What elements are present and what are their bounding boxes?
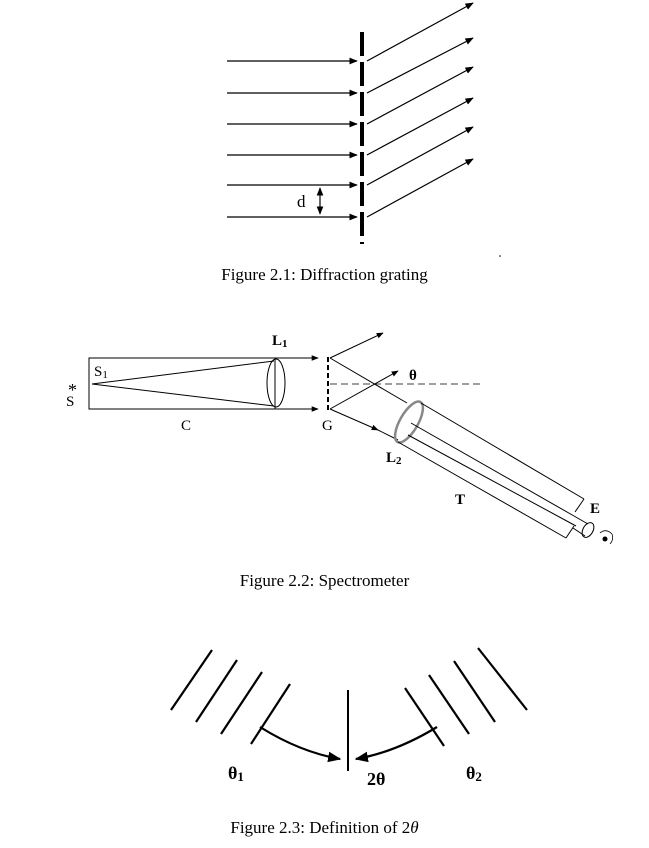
- lens-l2-label: L2: [386, 450, 402, 467]
- lens-l2: [393, 400, 425, 444]
- eyepiece-label: E: [590, 501, 600, 517]
- figure-3-caption-symbol: θ: [410, 818, 419, 837]
- two-theta-figure: θ1 2θ θ2: [170, 647, 528, 789]
- figure-3-caption-text: Figure 2.3: Definition of 2: [230, 818, 411, 837]
- incident-rays: [227, 57, 358, 221]
- left-plane-lines: [170, 649, 291, 745]
- telescope-tube: [397, 402, 585, 539]
- right-plane-lines: [404, 647, 528, 747]
- angle-label: θ: [409, 368, 417, 384]
- diffracted-rays: [366, 2, 474, 218]
- eyepiece: [572, 515, 595, 538]
- slit-label: S1: [94, 364, 108, 381]
- angle-arc-right: [354, 726, 438, 763]
- source-star-label: *: [68, 380, 77, 400]
- figure-3-caption: Figure 2.3: Definition of 2θ: [0, 818, 649, 838]
- source-label: S: [66, 394, 74, 410]
- theta1-label: θ1: [228, 763, 244, 784]
- grating-label: G: [322, 418, 333, 434]
- spectrometer-rays: [329, 332, 408, 441]
- collimator-label: C: [181, 418, 191, 434]
- telescope-label: T: [455, 492, 465, 508]
- diffraction-grating-figure: d: [227, 2, 501, 257]
- lens-l1-label: L1: [272, 333, 288, 350]
- eye-icon: [599, 530, 614, 545]
- collimator-rays: [91, 355, 319, 412]
- collimator-tube: [88, 357, 276, 410]
- angle-arc-left: [259, 726, 342, 763]
- spectrometer-figure: * S S1 L1 C G θ L2 T E: [66, 332, 614, 545]
- two-theta-label: 2θ: [367, 769, 385, 789]
- figure-1-caption: Figure 2.1: Diffraction grating: [221, 265, 428, 284]
- lens-l1: [266, 358, 286, 408]
- figure-2-caption: Figure 2.2: Spectrometer: [239, 571, 410, 590]
- theta2-label: θ2: [466, 763, 482, 784]
- spacing-label: d: [297, 192, 306, 211]
